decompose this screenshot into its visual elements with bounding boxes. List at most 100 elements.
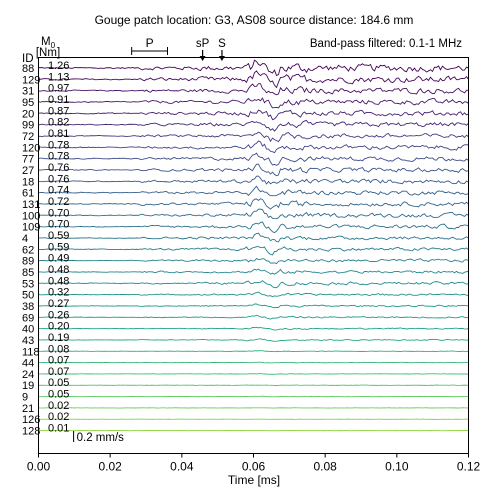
trace-40 <box>39 327 469 330</box>
trace-id-label: 19 <box>22 380 34 392</box>
filter-annotation: Band-pass filtered: 0.1-1 MHz <box>310 38 462 50</box>
trace-m0-label: 0.59 <box>48 230 69 242</box>
trace-m0-label: 1.13 <box>48 71 69 83</box>
trace-id-label: 118 <box>22 346 40 358</box>
trace-44 <box>39 362 469 363</box>
trace-id-label: 24 <box>22 369 34 381</box>
phase-label: sP <box>196 38 210 50</box>
trace-24 <box>39 374 469 375</box>
trace-id-label: 88 <box>22 63 34 75</box>
trace-m0-label: 0.70 <box>48 207 69 219</box>
trace-m0-label: 0.05 <box>48 389 69 401</box>
trace-9 <box>39 396 469 397</box>
trace-m0-label: 0.02 <box>48 411 69 423</box>
trace-id-label: 44 <box>22 358 34 370</box>
trace-id-label: 20 <box>22 108 34 120</box>
trace-m0-label: 0.78 <box>48 151 69 163</box>
trace-m0-label: 0.48 <box>48 275 69 287</box>
trace-m0-label: 0.01 <box>48 423 69 435</box>
trace-m0-label: 0.82 <box>48 117 69 129</box>
trace-77 <box>39 153 469 165</box>
phase-label: S <box>218 38 226 50</box>
trace-m0-label: 0.91 <box>48 94 69 106</box>
trace-m0-label: 0.02 <box>48 400 69 412</box>
trace-50 <box>39 292 469 297</box>
trace-4 <box>39 233 469 242</box>
trace-m0-label: 0.08 <box>48 343 69 355</box>
trace-m0-label: 0.48 <box>48 264 69 276</box>
trace-id-label: 27 <box>22 165 34 177</box>
trace-id-label: 120 <box>22 142 40 154</box>
trace-m0-label: 0.81 <box>48 128 69 140</box>
trace-118 <box>39 351 469 352</box>
trace-m0-label: 0.70 <box>48 219 69 231</box>
trace-id-label: 40 <box>22 324 34 336</box>
trace-m0-label: 0.20 <box>48 321 69 333</box>
x-tick-label: 0.08 <box>313 460 337 474</box>
trace-m0-label: 0.05 <box>48 377 69 389</box>
trace-id-label: 62 <box>22 244 34 256</box>
trace-id-label: 129 <box>22 74 40 86</box>
trace-id-label: 89 <box>22 256 34 268</box>
trace-id-label: 128 <box>22 426 40 438</box>
trace-m0-label: 0.74 <box>48 185 69 197</box>
trace-id-label: 61 <box>22 188 34 200</box>
trace-id-label: 50 <box>22 290 34 302</box>
trace-27 <box>39 164 469 176</box>
trace-id-label: 53 <box>22 278 34 290</box>
trace-72 <box>39 132 469 141</box>
phase-arrow-head <box>219 56 225 61</box>
trace-20 <box>39 110 469 120</box>
trace-109 <box>39 222 469 233</box>
trace-19 <box>39 385 469 386</box>
trace-m0-label: 0.87 <box>48 105 69 117</box>
trace-id-label: 4 <box>22 233 28 245</box>
trace-69 <box>39 315 469 319</box>
trace-m0-label: 0.97 <box>48 83 69 95</box>
trace-m0-label: 0.32 <box>48 287 69 299</box>
plot-frame <box>39 58 469 454</box>
trace-31 <box>39 84 469 95</box>
trace-m0-label: 0.76 <box>48 173 69 185</box>
phase-arrow-head <box>200 56 206 61</box>
trace-id-label: 38 <box>22 301 34 313</box>
trace-id-label: 109 <box>22 222 40 234</box>
x-tick-label: 0.06 <box>242 460 266 474</box>
trace-id-label: 77 <box>22 154 34 166</box>
trace-m0-label: 0.07 <box>48 355 69 367</box>
trace-id-label: 31 <box>22 86 34 98</box>
trace-id-label: 85 <box>22 267 34 279</box>
x-tick-label: 0.12 <box>457 460 481 474</box>
trace-m0-label: 1.26 <box>48 60 69 72</box>
trace-88 <box>39 60 469 75</box>
trace-18 <box>39 176 469 184</box>
x-axis: 0.00 0.02 0.04 0.06 0.08 0.10 0.12 <box>27 454 481 474</box>
trace-m0-label: 0.72 <box>48 196 69 208</box>
x-tick-label: 0.00 <box>27 460 51 474</box>
trace-89 <box>39 258 469 263</box>
trace-id-label: 43 <box>22 335 34 347</box>
trace-m0-label: 0.59 <box>48 241 69 253</box>
trace-id-label: 9 <box>22 392 28 404</box>
trace-m0-label: 0.78 <box>48 139 69 151</box>
trace-120 <box>39 141 469 153</box>
chart-title: Gouge patch location: G3, AS08 source di… <box>95 13 414 27</box>
trace-53 <box>39 281 469 288</box>
x-tick-label: 0.04 <box>170 460 194 474</box>
trace-m0-label: 0.07 <box>48 366 69 378</box>
trace-m0-label: 0.49 <box>48 253 69 265</box>
trace-99 <box>39 121 469 131</box>
trace-id-label: 131 <box>22 199 40 211</box>
scale-bar-label: 0.2 mm/s <box>77 432 125 444</box>
trace-id-label: 69 <box>22 312 34 324</box>
x-tick-label: 0.02 <box>98 460 122 474</box>
trace-43 <box>39 339 469 342</box>
x-axis-label: Time [ms] <box>228 473 280 487</box>
trace-131 <box>39 199 469 209</box>
trace-95 <box>39 98 469 108</box>
trace-m0-label: 0.27 <box>48 298 69 310</box>
trace-id-label: 18 <box>22 176 34 188</box>
trace-38 <box>39 304 469 308</box>
trace-m0-label: 0.76 <box>48 162 69 174</box>
